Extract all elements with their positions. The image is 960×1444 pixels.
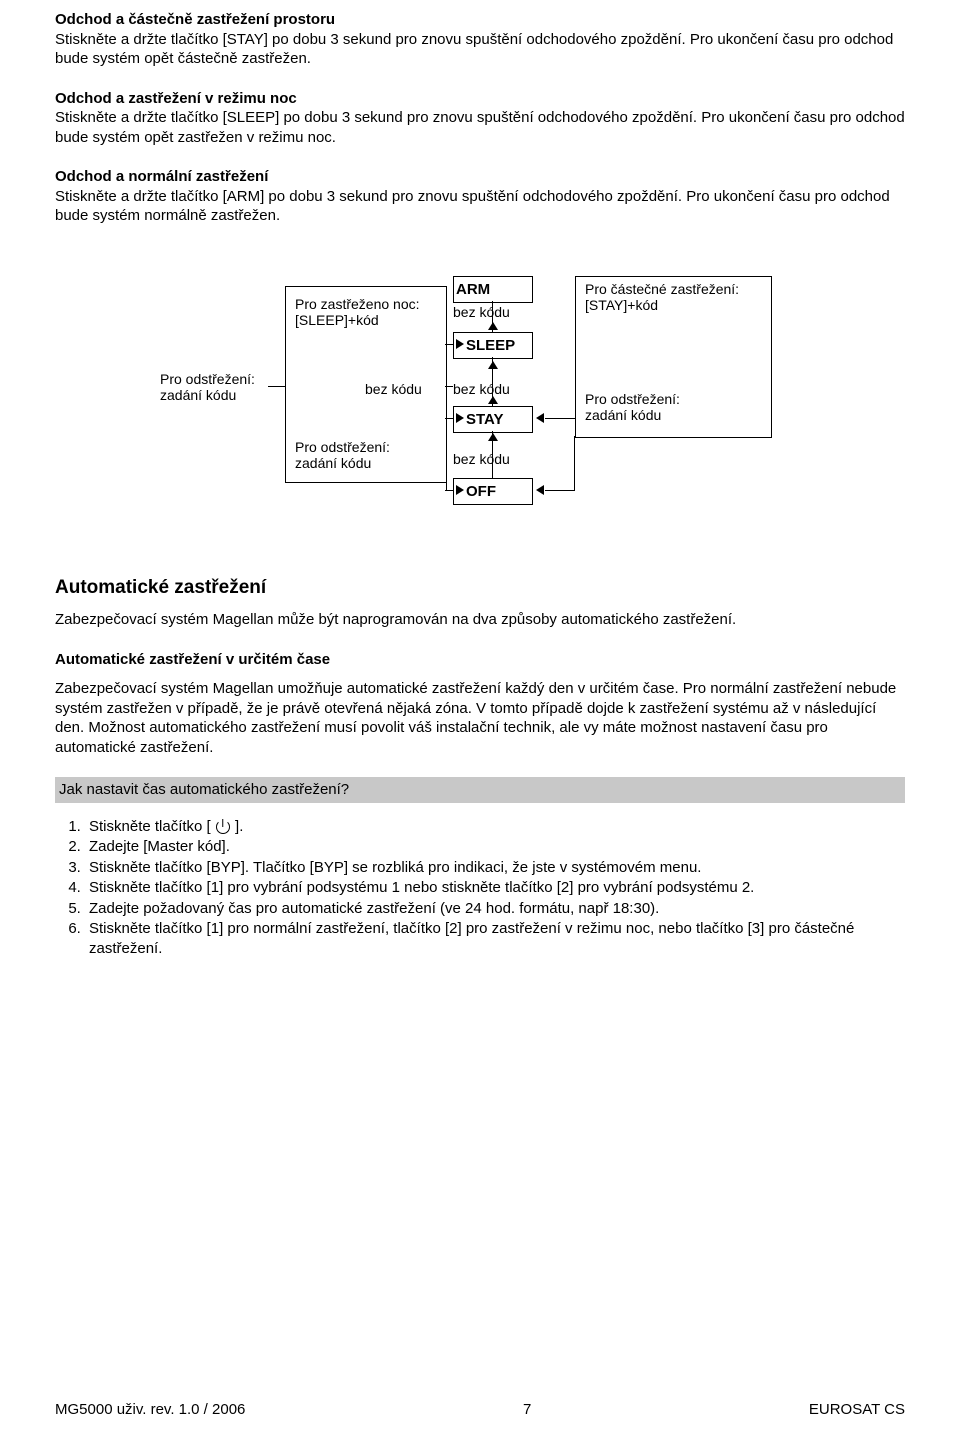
- conn-stay: [445, 418, 453, 419]
- vline-3: [492, 431, 493, 478]
- power-icon: [216, 820, 230, 834]
- steps-list: Stiskněte tlačítko [ ]. Zadejte [Master …: [55, 817, 905, 959]
- arrow-up-sleep: [488, 322, 498, 330]
- arrow-into-sleep: [456, 339, 464, 349]
- state-diagram: Pro odstřežení: zadání kódu Pro zastřeže…: [160, 266, 800, 536]
- conn-sleep: [445, 344, 453, 345]
- section-3: Odchod a normální zastřežení Stiskněte a…: [55, 167, 905, 226]
- footer: MG5000 uživ. rev. 1.0 / 2006 7 EUROSAT C…: [55, 1400, 905, 1420]
- state-sleep: SLEEP: [453, 332, 533, 360]
- page: Odchod a částečně zastřežení prostoru St…: [0, 0, 960, 1444]
- conn-off-right: [545, 490, 575, 491]
- vline-2: [492, 357, 493, 406]
- howto-bar: Jak nastavit čas automatického zastřežen…: [55, 777, 905, 803]
- section-1: Odchod a částečně zastřežení prostoru St…: [55, 10, 905, 69]
- mid-left-frame: [285, 286, 447, 483]
- arrow-up-mid: [488, 361, 498, 369]
- auto-p1: Zabezpečovací systém Magellan může být n…: [55, 610, 905, 630]
- footer-page: 7: [523, 1400, 531, 1420]
- state-off: OFF: [453, 478, 533, 506]
- conn-stay-right: [545, 418, 575, 419]
- step-2: Zadejte [Master kód].: [85, 837, 905, 857]
- arrow-into-stay: [456, 413, 464, 423]
- section-3-title: Odchod a normální zastřežení: [55, 168, 268, 185]
- arrow-up-bottom: [488, 433, 498, 441]
- arrow-into-off: [456, 485, 464, 495]
- arrow-into-stay-right: [536, 413, 544, 423]
- conn-mid: [445, 386, 453, 387]
- step-5: Zadejte požadovaný čas pro automatické z…: [85, 899, 905, 919]
- section-3-body: Stiskněte a držte tlačítko [ARM] po dobu…: [55, 188, 890, 225]
- auto-time-heading: Automatické zastřežení v určitém čase: [55, 650, 905, 670]
- bez-kodu-c3: bez kódu: [453, 451, 510, 468]
- conn-off-v: [446, 481, 447, 491]
- footer-left: MG5000 uživ. rev. 1.0 / 2006: [55, 1400, 245, 1420]
- step-4: Stiskněte tlačítko [1] pro vybrání podsy…: [85, 878, 905, 898]
- step-1: Stiskněte tlačítko [ ].: [85, 817, 905, 837]
- step-3: Stiskněte tlačítko [BYP]. Tlačítko [BYP]…: [85, 858, 905, 878]
- conn-off-right-v: [574, 436, 575, 491]
- arrow-into-off-right: [536, 485, 544, 495]
- state-arm: ARM: [453, 276, 533, 304]
- state-stay: STAY: [453, 406, 533, 434]
- step-6: Stiskněte tlačítko [1] pro normální zast…: [85, 919, 905, 958]
- auto-heading: Automatické zastřežení: [55, 576, 905, 601]
- disarm-left-label: Pro odstřežení: zadání kódu: [160, 371, 255, 405]
- right-frame: [575, 276, 772, 438]
- section-2-title: Odchod a zastřežení v režimu noc: [55, 90, 297, 107]
- bez-kodu-c2: bez kódu: [453, 381, 510, 398]
- auto-p2: Zabezpečovací systém Magellan umožňuje a…: [55, 679, 905, 757]
- section-1-title: Odchod a částečně zastřežení prostoru: [55, 11, 335, 28]
- section-1-body: Stiskněte a držte tlačítko [STAY] po dob…: [55, 31, 893, 68]
- vline-1: [492, 301, 493, 332]
- footer-right: EUROSAT CS: [809, 1400, 905, 1420]
- conn-far-left: [268, 386, 285, 387]
- arrow-up-stay: [488, 396, 498, 404]
- bez-kodu-c1: bez kódu: [453, 304, 510, 321]
- section-2: Odchod a zastřežení v režimu noc Stiskně…: [55, 89, 905, 148]
- section-2-body: Stiskněte a držte tlačítko [SLEEP] po do…: [55, 109, 905, 146]
